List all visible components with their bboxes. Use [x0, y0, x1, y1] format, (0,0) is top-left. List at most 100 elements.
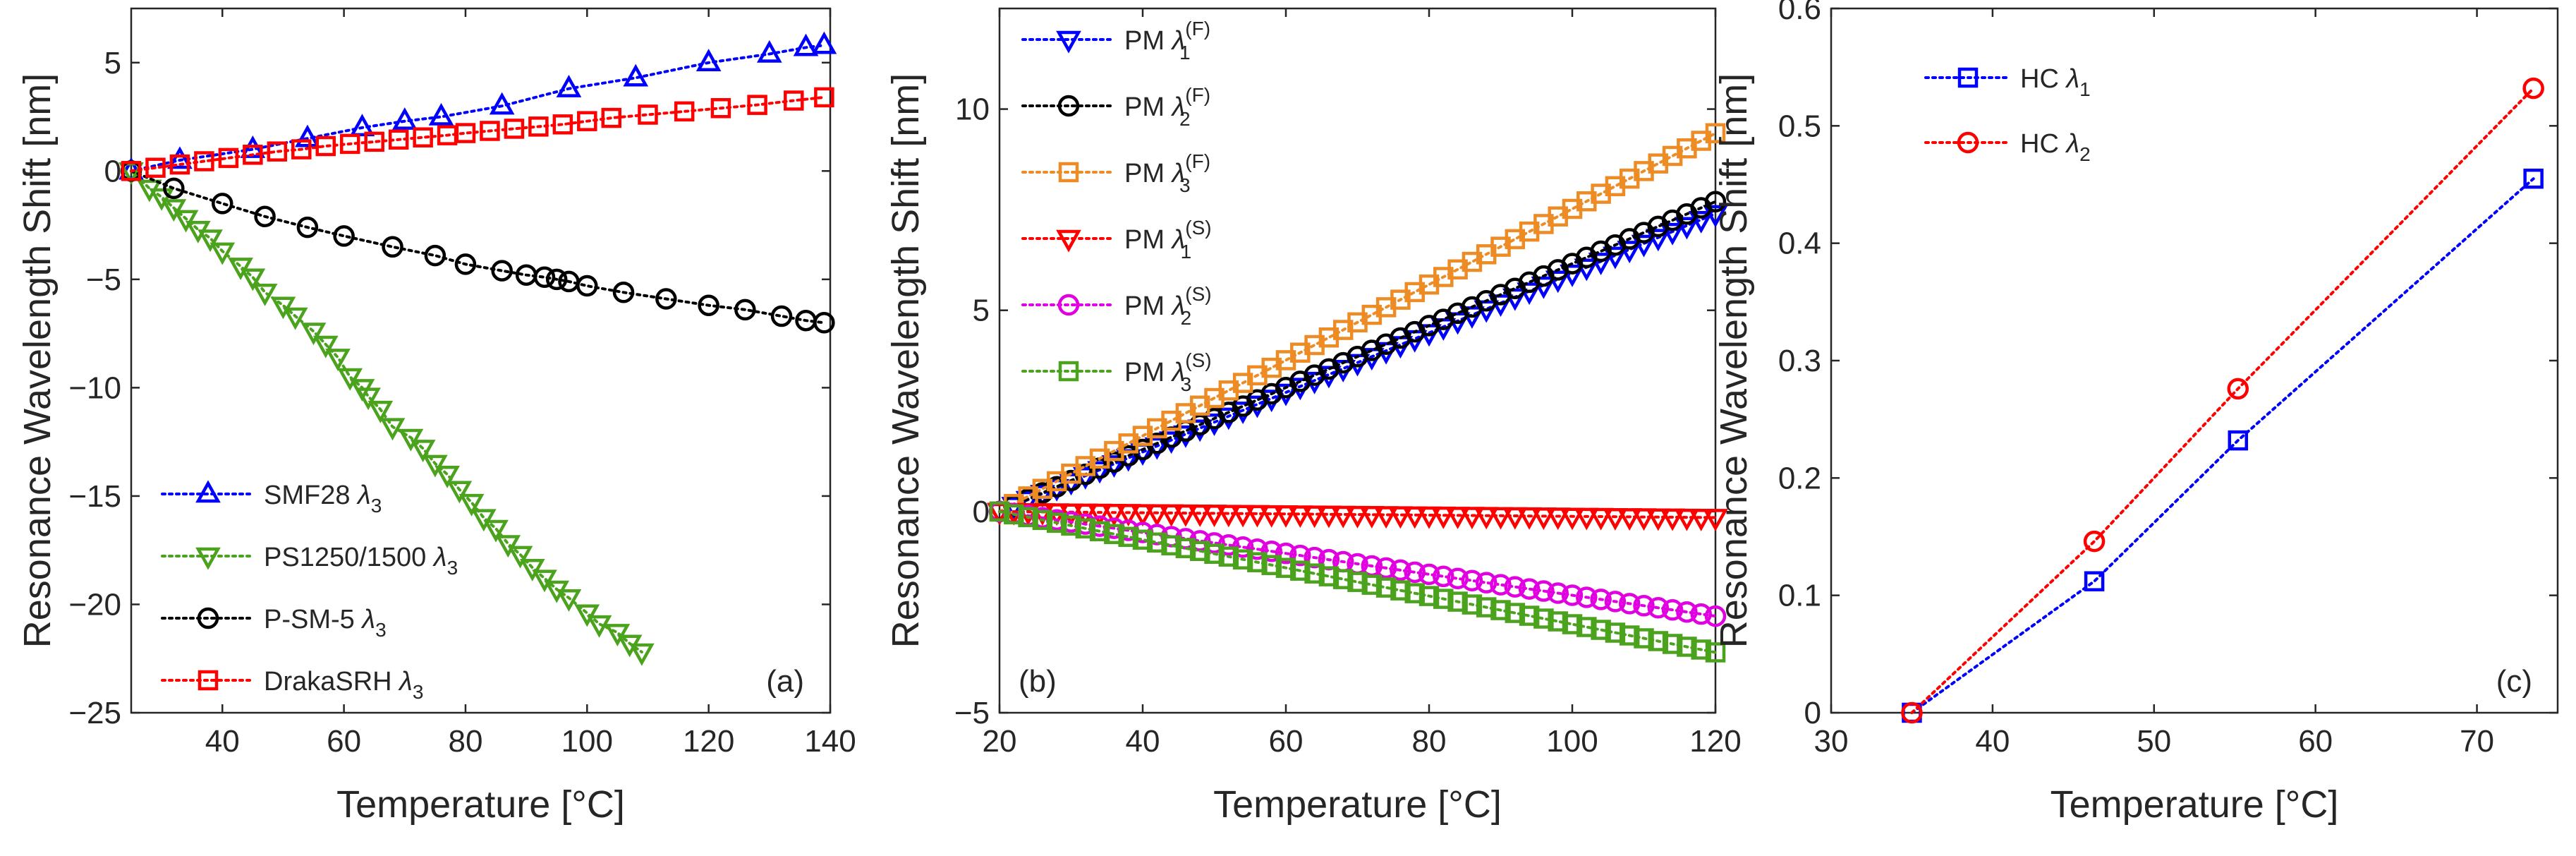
data-point — [1072, 503, 1098, 526]
data-point — [1677, 637, 1697, 657]
data-point — [1704, 191, 1727, 212]
x-tick-label: 50 — [2137, 724, 2171, 759]
x-axis-label: Temperature [°C] — [2051, 783, 2339, 826]
legend-marker — [1057, 95, 1080, 117]
data-point — [528, 116, 549, 137]
data-point — [212, 193, 233, 215]
data-point — [989, 501, 1010, 522]
data-point — [458, 493, 485, 517]
data-point — [1519, 605, 1540, 626]
data-point — [1004, 504, 1024, 525]
data-point — [533, 266, 556, 289]
data-point — [173, 210, 199, 233]
data-point — [1588, 253, 1614, 275]
x-tick-label: 20 — [983, 724, 1017, 759]
data-point — [1502, 507, 1528, 530]
legend-label: HC λ2 — [2020, 129, 2091, 165]
data-point — [1591, 620, 1611, 640]
x-tick-label: 120 — [683, 724, 734, 759]
y-tick-label: 0.4 — [1778, 227, 1821, 261]
data-point — [811, 31, 837, 54]
data-point — [1490, 600, 1511, 620]
data-point — [1433, 565, 1454, 588]
data-point — [1402, 506, 1428, 529]
data-point — [2523, 168, 2544, 189]
legend-item: HC λ1 — [1924, 64, 2091, 100]
data-point — [623, 64, 649, 87]
data-point — [556, 75, 582, 97]
x-tick-label: 80 — [448, 724, 482, 759]
y-axis-label: Resonance Wavelength Shift [nm] — [885, 73, 927, 648]
data-point — [1690, 603, 1712, 625]
data-point — [349, 114, 375, 137]
data-point — [1390, 559, 1411, 581]
data-point — [1688, 508, 1714, 531]
legend-marker — [195, 480, 221, 503]
data-point — [1617, 508, 1643, 531]
data-point — [1604, 591, 1627, 613]
data-point — [379, 418, 406, 441]
data-point — [1645, 508, 1671, 531]
data-point — [1261, 555, 1282, 575]
data-point — [747, 95, 767, 115]
data-point — [1631, 508, 1657, 531]
data-point — [1688, 211, 1714, 234]
data-point — [1490, 574, 1512, 596]
data-point — [1705, 123, 1726, 144]
legend-item: P-SM-5 λ3 — [161, 605, 387, 641]
y-tick-label: −25 — [68, 696, 121, 730]
data-point — [495, 535, 521, 558]
data-point — [1175, 538, 1196, 559]
series-line — [1910, 177, 2535, 714]
data-point — [296, 216, 319, 239]
data-point — [1089, 521, 1110, 542]
data-point — [813, 312, 835, 334]
data-point — [1332, 569, 1354, 589]
data-point — [1445, 507, 1471, 529]
y-tick-label: 0 — [1804, 696, 1821, 730]
data-point — [325, 349, 351, 371]
data-point — [480, 121, 500, 141]
data-point — [2083, 530, 2106, 553]
data-point — [1560, 507, 1585, 531]
data-point — [1404, 561, 1426, 584]
data-point — [198, 229, 223, 253]
data-point — [254, 205, 276, 228]
y-tick-label: 5 — [104, 46, 121, 80]
data-point — [1433, 589, 1454, 609]
data-point — [1703, 509, 1728, 532]
data-point — [1660, 508, 1685, 531]
x-tick-label: 140 — [804, 724, 856, 759]
data-point — [1634, 628, 1654, 649]
data-point — [1218, 546, 1239, 567]
legend-label: PS1250/1500 λ3 — [264, 543, 458, 579]
data-point — [1018, 507, 1038, 528]
legend-marker — [1957, 131, 1979, 154]
data-point — [1246, 538, 1268, 560]
data-point — [1576, 586, 1598, 608]
data-point — [424, 244, 446, 267]
data-point — [1375, 557, 1397, 579]
data-point — [1032, 510, 1053, 531]
data-point — [391, 107, 418, 130]
data-point — [1087, 503, 1112, 526]
data-point — [734, 299, 756, 321]
data-point — [455, 123, 476, 143]
data-point — [1173, 504, 1198, 527]
x-tick-label: 60 — [1269, 724, 1304, 759]
legend-item: PM λ(S) 3 — [1021, 349, 1212, 395]
data-point — [1704, 605, 1727, 627]
data-point — [1574, 258, 1600, 282]
x-tick-label: 100 — [561, 724, 613, 759]
data-point — [218, 147, 239, 169]
y-tick-label: 5 — [973, 294, 990, 328]
data-point — [1648, 631, 1669, 651]
series-2 — [988, 191, 1727, 523]
data-point — [1201, 505, 1227, 528]
data-point — [243, 145, 263, 165]
data-point — [410, 440, 436, 462]
data-point — [1244, 505, 1270, 528]
data-point — [1476, 597, 1497, 617]
series-3 — [989, 123, 1726, 522]
data-point — [282, 307, 308, 330]
